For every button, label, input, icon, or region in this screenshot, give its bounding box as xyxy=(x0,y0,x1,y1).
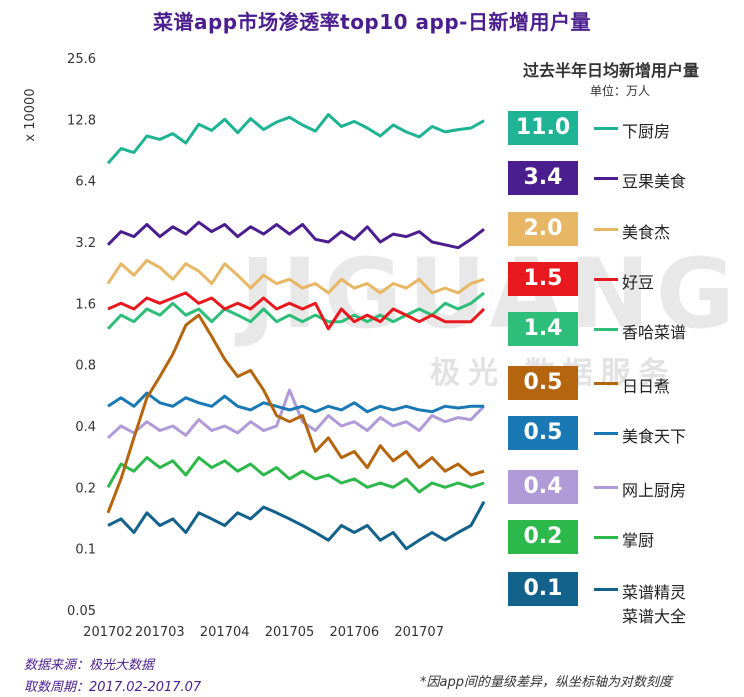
legend-label: 日日煮 xyxy=(622,377,671,396)
legend-swatch xyxy=(594,536,618,539)
legend-swatch xyxy=(594,486,618,489)
legend-average-value: 0.5 xyxy=(508,366,578,400)
legend-label: 豆果美食 xyxy=(622,172,687,191)
log-scale-note: *因app间的量级差异，纵坐标轴为对数刻度 xyxy=(420,675,672,690)
legend-swatch xyxy=(594,328,618,331)
series-line-香哈菜谱 xyxy=(106,291,485,330)
legend-label: 香哈菜谱 xyxy=(622,323,687,342)
series-line-日日煮 xyxy=(106,313,485,514)
series-line-美食杰 xyxy=(106,258,485,295)
legend-label: 网上厨房 xyxy=(622,481,687,500)
series-line-豆果美食 xyxy=(106,220,485,250)
data-period-note: 取数周期：2017.02-2017.07 xyxy=(24,680,202,695)
legend-average-value: 1.4 xyxy=(508,312,578,346)
series-line-网上厨房 xyxy=(106,388,486,439)
legend-label: 掌厨 xyxy=(622,531,655,550)
series-lines xyxy=(106,113,486,551)
y-tick-label: 6.4 xyxy=(75,175,96,190)
x-tick-label: 201704 xyxy=(200,625,250,640)
y-tick-label: 25.6 xyxy=(67,52,96,67)
legend-panel-unit: 单位：万人 xyxy=(590,84,651,98)
x-tick-label: 201702 xyxy=(83,625,133,640)
x-tick-label: 201707 xyxy=(394,625,444,640)
series-line-掌厨 xyxy=(106,456,485,494)
legend-label: 美食天下 xyxy=(622,427,687,446)
series-line-菜谱精灵 xyxy=(107,500,486,551)
legend-average-value: 0.5 xyxy=(508,416,578,450)
legend-average-value: 2.0 xyxy=(508,212,578,246)
legend-label: 下厨房 xyxy=(622,122,671,141)
y-tick-label: 12.8 xyxy=(67,113,96,128)
legend-panel-title: 过去半年日均新增用户量 xyxy=(522,61,699,80)
x-tick-label: 201705 xyxy=(265,625,315,640)
x-tick-label: 201703 xyxy=(135,625,185,640)
legend-average-value: 11.0 xyxy=(508,111,578,145)
legend-label: 美食杰 xyxy=(622,223,671,242)
y-axis-unit-label: x 10000 xyxy=(23,88,38,141)
chart-title: 菜谱app市场渗透率top10 app-日新增用户量 xyxy=(153,10,591,34)
series-line-美食天下 xyxy=(107,391,484,414)
legend-swatch xyxy=(594,177,618,180)
y-tick-label: 1.6 xyxy=(75,297,96,312)
legend-average-value: 0.4 xyxy=(508,470,578,504)
legend-average-value: 1.5 xyxy=(508,262,578,296)
y-axis-ticks: 25.6 12.8 6.4 3.2 1.6 0.8 0.4 0.2 0.1 0.05 xyxy=(67,52,96,619)
legend-label: 好豆 xyxy=(622,273,655,292)
series-line-好豆 xyxy=(107,291,486,331)
legend-swatch xyxy=(594,278,618,281)
legend-swatch xyxy=(594,588,618,591)
legend-label: 菜谱精灵 xyxy=(622,583,687,602)
x-axis-ticks: 201702 201703 201704 201705 201706 201707 xyxy=(83,625,444,640)
y-tick-label: 0.05 xyxy=(67,604,96,619)
y-tick-label: 3.2 xyxy=(75,236,96,251)
legend-swatch xyxy=(594,127,618,130)
y-tick-label: 0.4 xyxy=(75,420,96,435)
legend-label-line2: 菜谱大全 xyxy=(622,607,687,626)
watermark-logo-text: JIGUANG xyxy=(240,238,741,350)
legend-swatch xyxy=(594,382,618,385)
legend-average-value: 3.4 xyxy=(508,161,578,195)
data-source-note: 数据来源：极光大数据 xyxy=(24,658,155,673)
y-tick-label: 0.8 xyxy=(75,359,96,374)
legend-average-value: 0.1 xyxy=(508,572,578,606)
x-tick-label: 201706 xyxy=(330,625,380,640)
y-tick-label: 0.1 xyxy=(75,543,96,558)
legend-swatch xyxy=(594,432,618,435)
legend-swatch xyxy=(594,228,618,231)
legend-average-value: 0.2 xyxy=(508,520,578,554)
series-line-下厨房 xyxy=(106,113,485,165)
y-tick-label: 0.2 xyxy=(75,481,96,496)
